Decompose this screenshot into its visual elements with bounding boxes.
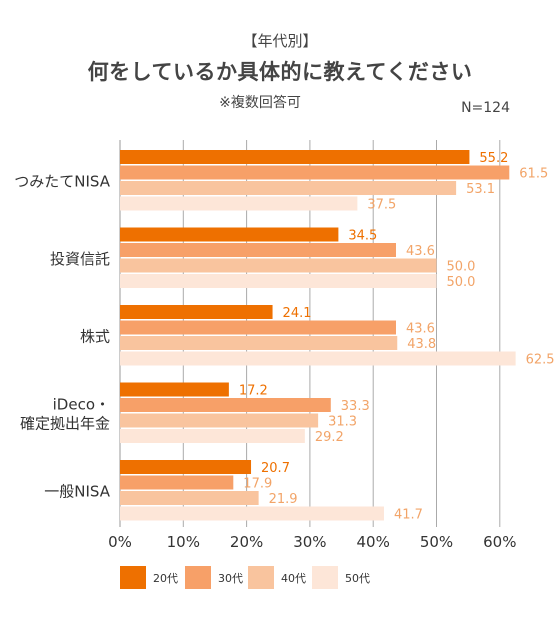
value-label: 21.9	[269, 492, 298, 507]
legend-swatch	[185, 566, 211, 589]
value-label: 43.8	[407, 337, 436, 352]
bar-20代	[120, 227, 339, 242]
bar-20代	[120, 305, 273, 319]
x-tick-label: 60%	[483, 533, 516, 551]
legend-swatch	[248, 566, 274, 589]
value-label: 29.2	[315, 430, 344, 445]
bar-40代	[120, 336, 398, 350]
legend-label: 50代	[345, 572, 370, 585]
value-label: 33.3	[341, 399, 370, 414]
value-label: 31.3	[328, 415, 357, 430]
bar-30代	[120, 398, 331, 412]
x-tick-label: 30%	[293, 533, 326, 551]
category-label: 一般NISA	[44, 482, 110, 500]
value-label: 17.9	[243, 477, 272, 492]
x-tick-label: 20%	[230, 533, 263, 551]
x-tick-label: 40%	[357, 533, 390, 551]
legend-swatch	[312, 566, 338, 589]
value-label: 24.1	[283, 306, 312, 321]
value-label: 43.6	[406, 322, 435, 337]
value-label: 17.2	[239, 384, 268, 399]
bar-50代	[120, 506, 384, 521]
bar-40代	[120, 181, 457, 195]
value-label: 43.6	[406, 244, 435, 259]
sample-size-label: N=124	[461, 100, 510, 116]
bar-50代	[120, 274, 437, 288]
bar-50代	[120, 196, 358, 211]
bar-20代	[120, 150, 470, 164]
value-label: 55.2	[479, 151, 508, 166]
bar-40代	[120, 491, 259, 505]
x-tick-label: 50%	[420, 533, 453, 551]
legend-label: 40代	[281, 572, 306, 585]
value-label: 20.7	[261, 461, 290, 476]
bar-30代	[120, 320, 396, 335]
bar-30代	[120, 475, 234, 490]
value-label: 50.0	[447, 275, 476, 290]
bar-50代	[120, 429, 305, 443]
bar-20代	[120, 382, 229, 397]
category-label: 確定拠出年金	[20, 414, 110, 432]
chart-tag: 【年代別】	[242, 32, 318, 50]
bar-40代	[120, 413, 319, 428]
bar-30代	[120, 165, 510, 180]
category-label: つみたてNISA	[14, 172, 110, 190]
value-label: 37.5	[367, 198, 396, 213]
bar-40代	[120, 258, 437, 273]
value-label: 34.5	[348, 229, 377, 244]
x-tick-label: 0%	[108, 533, 132, 551]
value-label: 62.5	[526, 353, 555, 368]
value-label: 50.0	[447, 260, 476, 275]
category-label: iDeco・	[53, 395, 110, 413]
value-label: 61.5	[519, 167, 548, 182]
bar-50代	[120, 351, 516, 366]
value-label: 41.7	[394, 508, 423, 523]
chart-note: ※複数回答可	[219, 95, 301, 111]
value-label: 53.1	[466, 182, 495, 197]
legend-label: 30代	[218, 572, 243, 585]
chart-title: 何をしているか具体的に教えてください	[87, 60, 473, 84]
bar-20代	[120, 460, 252, 474]
legend-swatch	[120, 566, 146, 589]
x-tick-label: 10%	[167, 533, 200, 551]
category-label: 投資信託	[50, 250, 110, 268]
legend-label: 20代	[153, 572, 178, 585]
bar-30代	[120, 243, 396, 257]
category-label: 株式	[80, 327, 110, 345]
